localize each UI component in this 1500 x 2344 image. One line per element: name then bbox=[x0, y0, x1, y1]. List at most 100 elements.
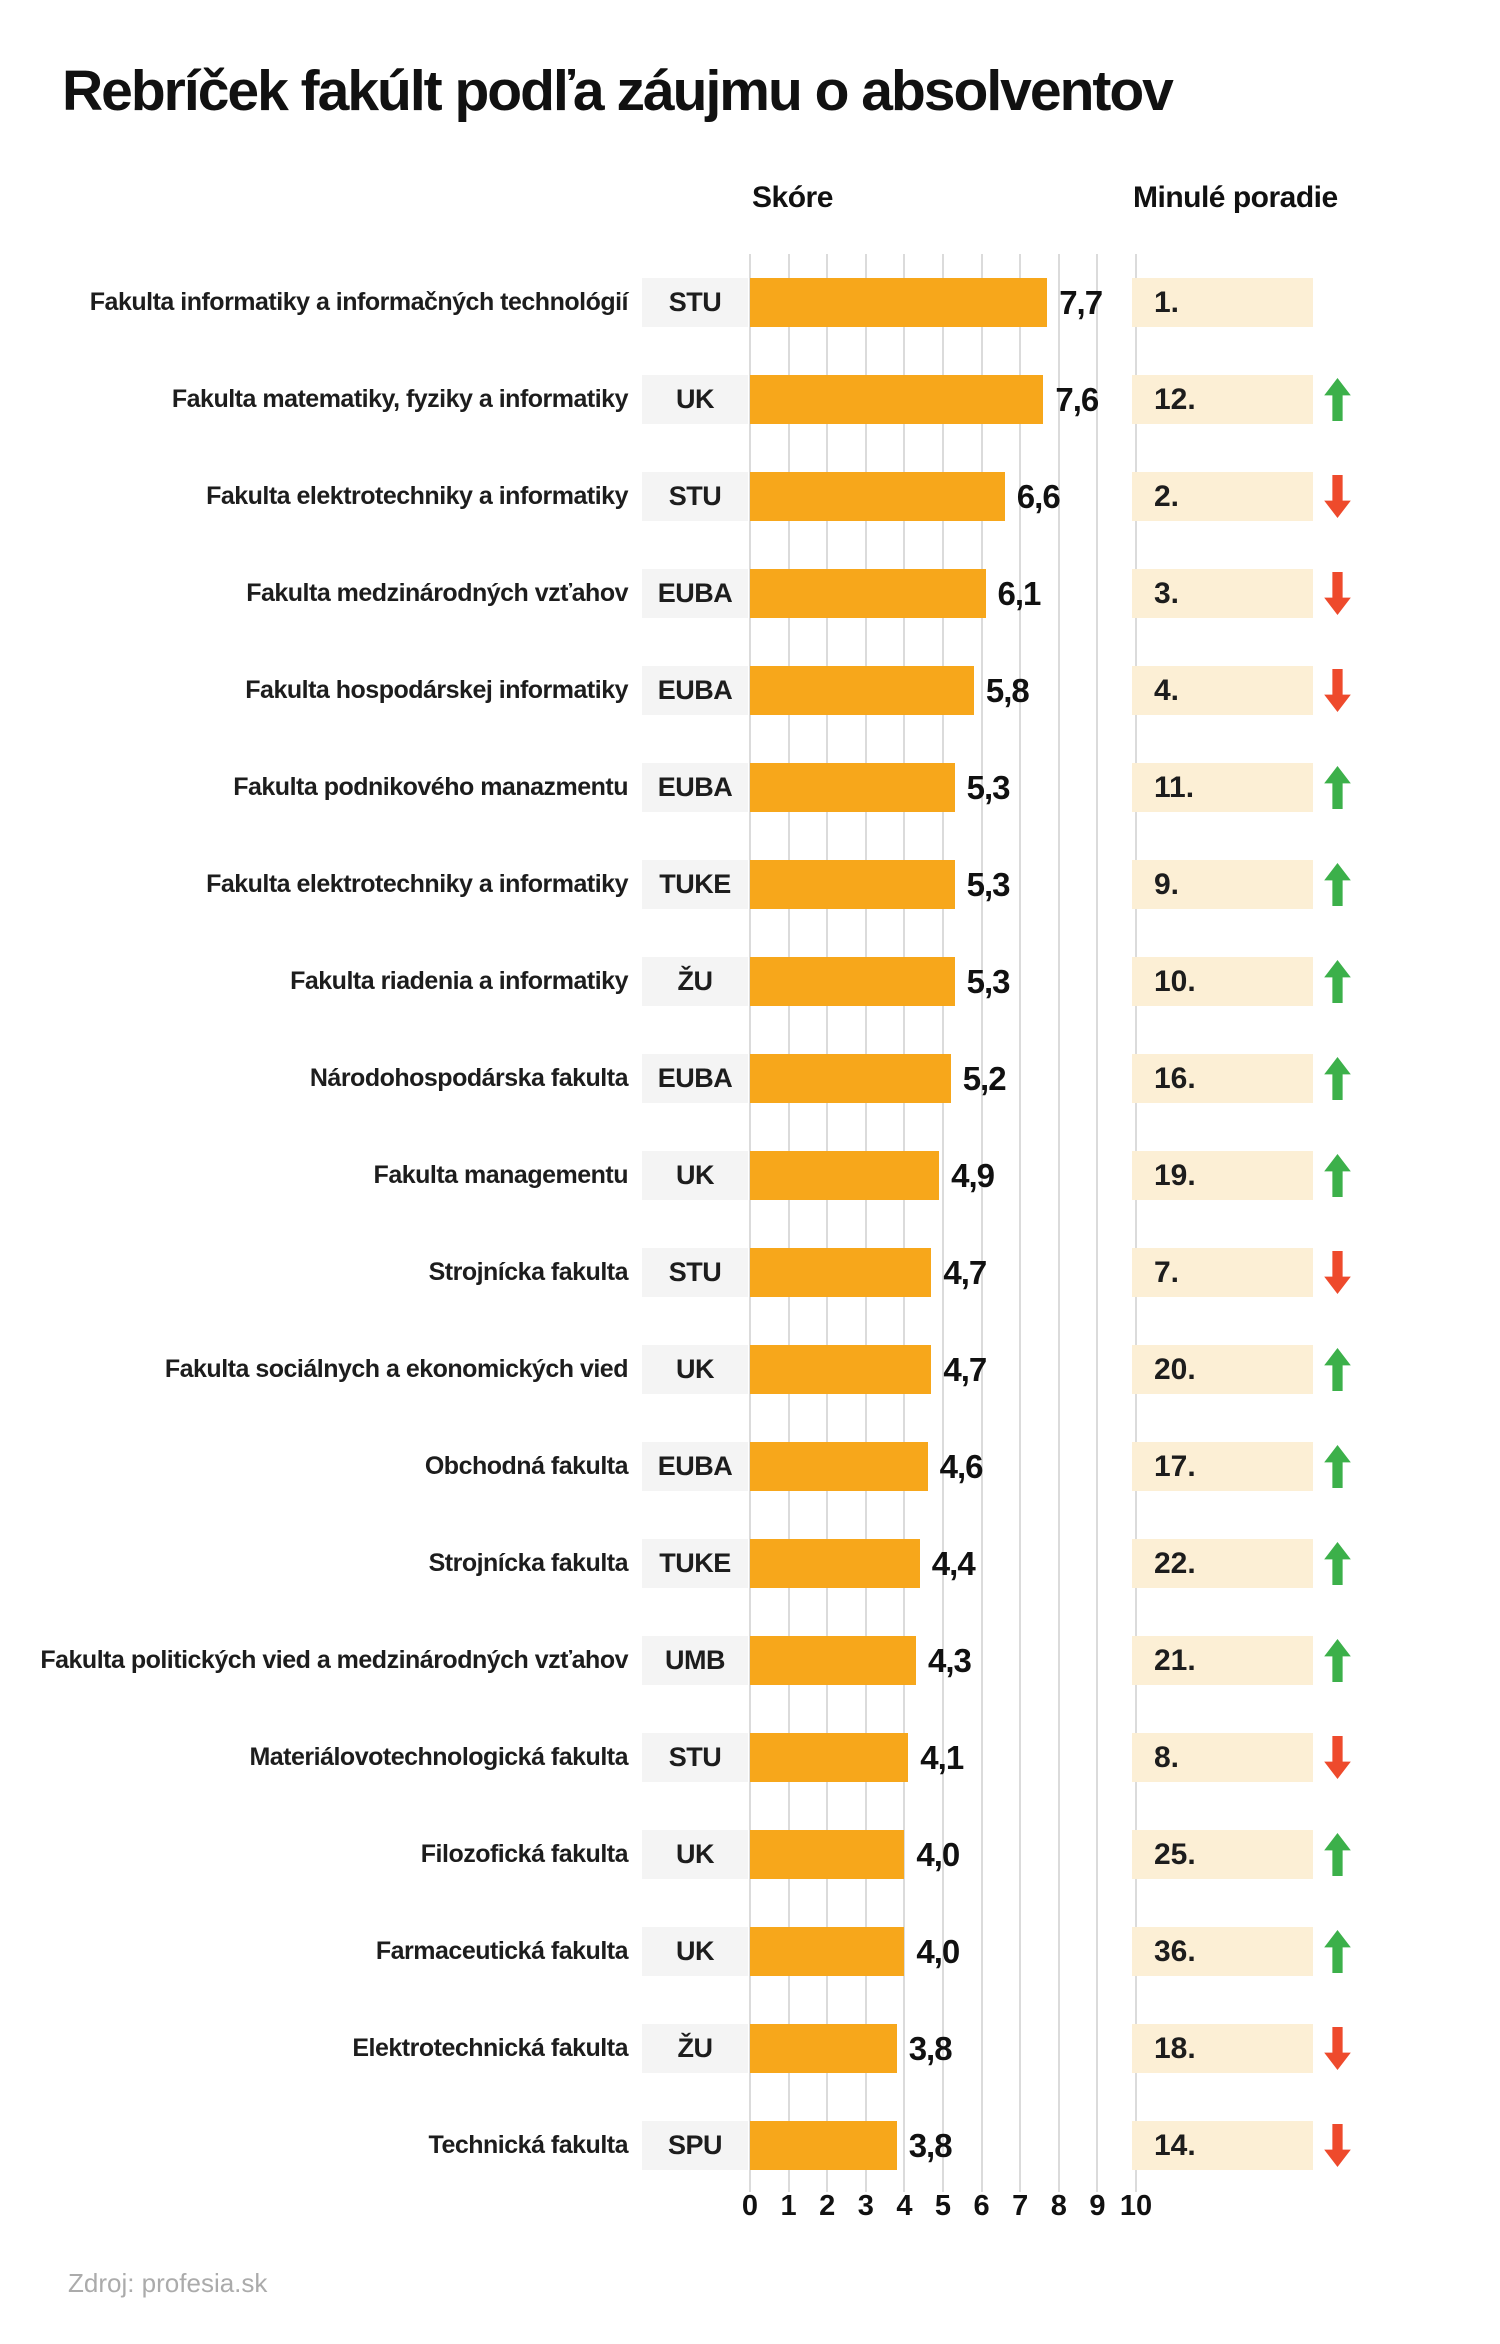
axis-tick-label: 3 bbox=[857, 2190, 874, 2222]
trend-up-icon bbox=[1324, 1348, 1351, 1391]
trend-up-icon bbox=[1324, 1057, 1351, 1100]
table-row: Národohospodárska fakulta EUBA 5,2 16. bbox=[0, 1030, 1500, 1127]
score-bar bbox=[750, 957, 955, 1006]
table-row: Fakulta informatiky a informačných techn… bbox=[0, 254, 1500, 351]
faculty-label: Farmaceutická fakulta bbox=[375, 1937, 629, 1965]
table-row: Fakulta matematiky, fyziky a informatiky… bbox=[0, 351, 1500, 448]
score-bar bbox=[750, 1151, 940, 1200]
faculty-label: Fakulta riadenia a informatiky bbox=[290, 967, 628, 995]
score-bar bbox=[750, 2121, 897, 2170]
previous-rank-badge: 36. bbox=[1132, 1927, 1313, 1976]
score-value: 5,3 bbox=[966, 866, 1011, 903]
gridline bbox=[1019, 254, 1022, 2192]
axis-tick-label: 7 bbox=[1012, 2190, 1029, 2222]
score-bar bbox=[750, 1830, 905, 1879]
score-value: 5,2 bbox=[962, 1060, 1007, 1097]
university-badge: UK bbox=[642, 1345, 748, 1394]
axis-tick-label: 0 bbox=[741, 2190, 759, 2222]
score-bar bbox=[750, 2024, 897, 2073]
table-row: Farmaceutická fakulta UK 4,0 36. bbox=[0, 1903, 1500, 2000]
score-bar bbox=[750, 1927, 905, 1976]
university-badge: STU bbox=[642, 1733, 748, 1782]
previous-rank-badge: 3. bbox=[1132, 569, 1313, 618]
table-row: Fakulta podnikového manazmentu EUBA 5,3 11. bbox=[0, 739, 1500, 836]
score-bar bbox=[750, 1054, 951, 1103]
score-value: 4,0 bbox=[916, 1836, 960, 1873]
score-bar bbox=[750, 278, 1048, 327]
score-value: 3,8 bbox=[908, 2127, 953, 2164]
table-row: Fakulta managementu UK 4,9 19. bbox=[0, 1127, 1500, 1224]
axis-tick-label: 9 bbox=[1089, 2190, 1106, 2222]
trend-up-icon bbox=[1324, 960, 1351, 1003]
score-value: 5,8 bbox=[985, 672, 1030, 709]
faculty-label: Fakulta podnikového manazmentu bbox=[233, 773, 628, 801]
previous-rank-badge: 14. bbox=[1132, 2121, 1313, 2170]
faculty-label: Materiálovotechnologická fakulta bbox=[249, 1743, 628, 1771]
gridline bbox=[980, 254, 983, 2192]
faculty-label: Fakulta sociálnych a ekonomických vied bbox=[164, 1355, 629, 1383]
previous-rank-badge: 8. bbox=[1132, 1733, 1313, 1782]
gridline bbox=[864, 254, 867, 2192]
score-bar bbox=[750, 1248, 932, 1297]
score-bar bbox=[750, 666, 974, 715]
axis-tick-label: 5 bbox=[934, 2190, 952, 2222]
faculty-label: Fakulta medzinárodných vzťahov bbox=[246, 579, 628, 607]
previous-rank-badge: 12. bbox=[1132, 375, 1313, 424]
previous-rank-badge: 19. bbox=[1132, 1151, 1313, 1200]
previous-rank-badge: 9. bbox=[1132, 860, 1313, 909]
axis-tick-label: 4 bbox=[896, 2190, 913, 2222]
score-bar bbox=[750, 375, 1044, 424]
gridline bbox=[1096, 254, 1099, 2192]
previous-rank-badge: 7. bbox=[1132, 1248, 1313, 1297]
faculty-label: Fakulta managementu bbox=[373, 1161, 629, 1189]
score-bar bbox=[750, 763, 955, 812]
trend-up-icon bbox=[1324, 1542, 1351, 1585]
previous-rank-badge: 16. bbox=[1132, 1054, 1313, 1103]
table-row: Elektrotechnická fakulta ŽU 3,8 18. bbox=[0, 2000, 1500, 2097]
axis-tick-label: 6 bbox=[973, 2190, 990, 2222]
university-badge: UMB bbox=[642, 1636, 748, 1685]
score-value: 6,6 bbox=[1016, 478, 1061, 515]
university-badge: EUBA bbox=[642, 1054, 748, 1103]
score-value: 4,6 bbox=[939, 1448, 984, 1485]
score-value: 4,3 bbox=[928, 1642, 972, 1679]
score-value: 4,4 bbox=[931, 1545, 976, 1582]
score-value: 4,0 bbox=[916, 1933, 960, 1970]
score-value: 4,1 bbox=[920, 1739, 964, 1776]
university-badge: TUKE bbox=[642, 1539, 748, 1588]
gridline bbox=[1135, 254, 1137, 2192]
trend-down-icon bbox=[1324, 475, 1351, 518]
table-row: Materiálovotechnologická fakulta STU 4,1 8. bbox=[0, 1709, 1500, 1806]
trend-up-icon bbox=[1324, 1154, 1351, 1197]
table-row: Fakulta sociálnych a ekonomických vied UK… bbox=[0, 1321, 1500, 1418]
faculty-label: Strojnícka fakulta bbox=[428, 1549, 629, 1577]
trend-down-icon bbox=[1324, 1736, 1351, 1779]
score-value: 4,7 bbox=[943, 1254, 987, 1291]
table-row: Obchodná fakulta EUBA 4,6 17. bbox=[0, 1418, 1500, 1515]
gridline bbox=[749, 254, 751, 2192]
table-row: Technická fakulta SPU 3,8 14. bbox=[0, 2097, 1500, 2194]
score-bar bbox=[750, 1442, 928, 1491]
score-value: 5,3 bbox=[966, 963, 1011, 1000]
score-value: 3,8 bbox=[908, 2030, 953, 2067]
faculty-label: Fakulta hospodárskej informatiky bbox=[245, 676, 628, 704]
university-badge: STU bbox=[642, 472, 748, 521]
trend-up-icon bbox=[1324, 766, 1351, 809]
gridline bbox=[787, 254, 790, 2192]
faculty-label: Fakulta matematiky, fyziky a informatiky bbox=[171, 385, 629, 413]
score-bar bbox=[750, 1636, 916, 1685]
trend-up-icon bbox=[1324, 1639, 1351, 1682]
university-badge: ŽU bbox=[642, 957, 748, 1006]
trend-down-icon bbox=[1324, 2027, 1351, 2070]
faculty-label: Fakulta elektrotechniky a informatiky bbox=[206, 482, 628, 510]
page-title: Rebríček fakúlt podľa záujmu o absolvent… bbox=[62, 59, 1174, 123]
trend-up-icon bbox=[1324, 863, 1351, 906]
faculty-label: Filozofická fakulta bbox=[420, 1840, 629, 1868]
faculty-label: Národohospodárska fakulta bbox=[309, 1064, 629, 1092]
source-credit: Zdroj: profesia.sk bbox=[68, 2268, 268, 2298]
gridline bbox=[942, 254, 944, 2192]
university-badge: SPU bbox=[642, 2121, 748, 2170]
trend-down-icon bbox=[1324, 1251, 1351, 1294]
score-bar bbox=[750, 1733, 909, 1782]
table-row: Fakulta medzinárodných vzťahov EUBA 6,1 3. bbox=[0, 545, 1500, 642]
